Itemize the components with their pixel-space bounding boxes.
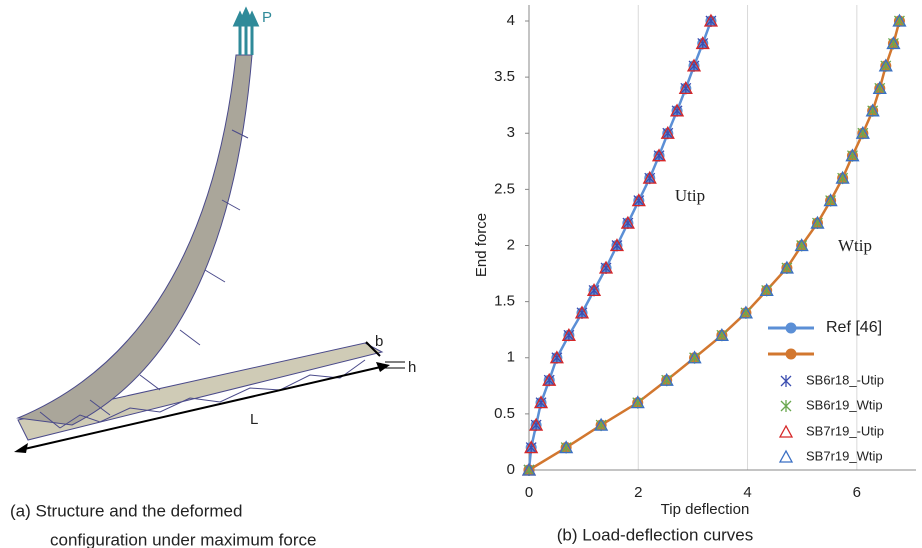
legend-marker bbox=[780, 426, 792, 437]
height-label: h bbox=[408, 359, 416, 376]
y-tick-label: 0 bbox=[507, 461, 515, 478]
arrow-head bbox=[376, 362, 390, 372]
width-label: b bbox=[375, 333, 383, 350]
caption-line: (a) Structure and the deformed bbox=[10, 501, 242, 520]
arrow-head bbox=[14, 443, 28, 453]
legend-label: SB7r19_-Utip bbox=[806, 423, 884, 438]
annotation: Utip bbox=[675, 186, 705, 205]
legend-label: SB6r19_Wtip bbox=[806, 397, 883, 412]
caption-line: configuration under maximum force bbox=[50, 530, 316, 548]
y-tick-label: 3 bbox=[507, 124, 515, 141]
y-tick-label: 3.5 bbox=[494, 68, 515, 85]
x-tick-label: 4 bbox=[743, 484, 751, 501]
x-tick-label: 2 bbox=[634, 484, 642, 501]
y-tick-label: 1.5 bbox=[494, 293, 515, 310]
y-tick-label: 2.5 bbox=[494, 180, 515, 197]
length-label: L bbox=[250, 411, 258, 428]
legend-marker bbox=[786, 349, 797, 360]
annotation: Wtip bbox=[838, 236, 872, 255]
legend-marker bbox=[781, 375, 791, 387]
y-tick-label: 2 bbox=[507, 236, 515, 253]
structure-diagram: P L b h (a) Structure and the deformed c… bbox=[10, 9, 416, 548]
x-axis-label: Tip deflection bbox=[661, 501, 750, 518]
legend-label: Ref [46] bbox=[826, 319, 882, 336]
legend-label: SB7r19_Wtip bbox=[806, 448, 883, 463]
legend-marker bbox=[786, 323, 797, 334]
legend-label: SB6r18_-Utip bbox=[806, 372, 884, 387]
y-tick-label: 0.5 bbox=[494, 405, 515, 422]
deformed-beam bbox=[18, 55, 252, 425]
y-tick-label: 4 bbox=[507, 12, 515, 29]
chart-caption: (b) Load-deflection curves bbox=[557, 525, 754, 544]
x-tick-label: 0 bbox=[525, 484, 533, 501]
chart: 0 2 4 6 0 0.5 1 1.5 2 2.5 3 3.5 4 End force Tip deflec… bbox=[473, 5, 916, 544]
x-tick-label: 6 bbox=[853, 484, 861, 501]
load-label: P bbox=[262, 9, 272, 26]
y-tick-label: 1 bbox=[507, 349, 515, 366]
legend-marker bbox=[780, 451, 792, 462]
load-arrows bbox=[235, 10, 257, 55]
figure: P L b h (a) Structure and the deformed c… bbox=[0, 0, 922, 548]
legend-marker bbox=[781, 400, 791, 412]
y-axis-label: End force bbox=[473, 213, 490, 277]
